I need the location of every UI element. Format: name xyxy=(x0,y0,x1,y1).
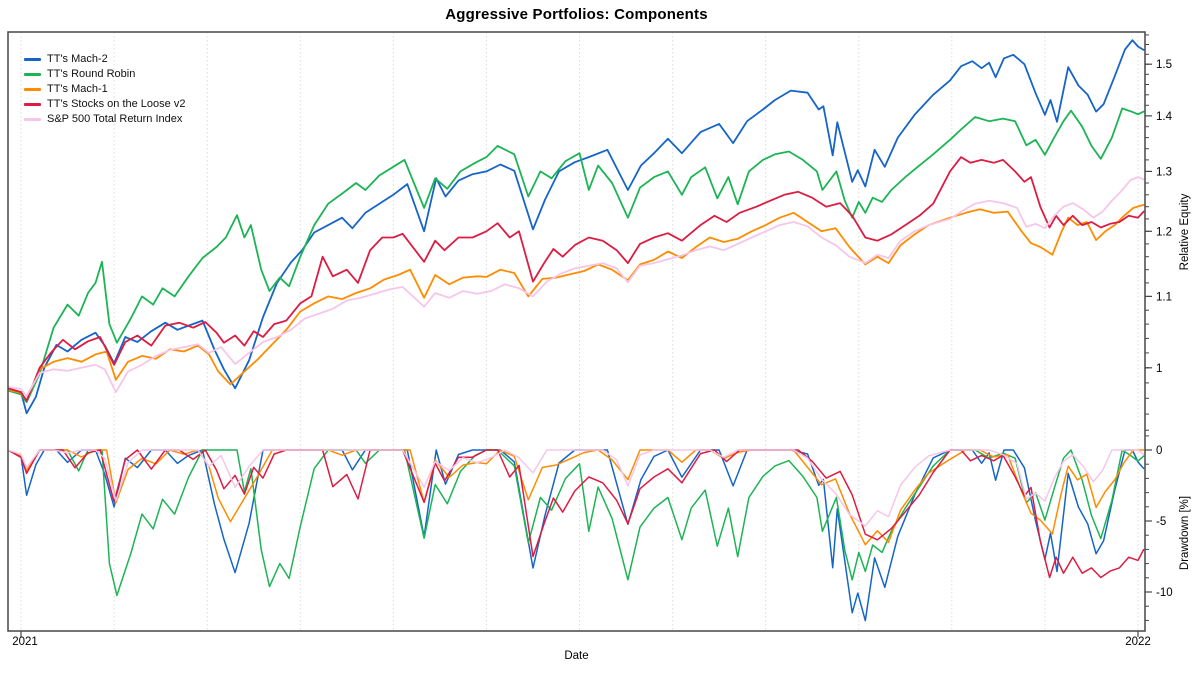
equity-line-TT's Mach-1 xyxy=(8,203,1145,402)
equity-axis-title: Relative Equity xyxy=(1179,193,1191,271)
legend-item-0[interactable]: TT's Mach-2 xyxy=(24,53,185,65)
legend-item-4[interactable]: S&P 500 Total Return Index xyxy=(24,113,185,125)
x-tick-label-end: 2022 xyxy=(1125,636,1151,648)
legend-label: TT's Round Robin xyxy=(47,68,136,80)
legend-line-swatch xyxy=(24,117,41,121)
x-axis-title: Date xyxy=(564,650,589,662)
legend: TT's Mach-2 TT's Round Robin TT's Mach-1 TT… xyxy=(24,53,185,125)
x-tick-label-start: 2021 xyxy=(12,636,38,648)
legend-item-3[interactable]: TT's Stocks on the Loose v2 xyxy=(24,98,185,110)
legend-item-1[interactable]: TT's Round Robin xyxy=(24,68,185,80)
legend-label: TT's Mach-2 xyxy=(47,53,108,65)
drawdown-line-S&P 500 Total Return Index xyxy=(8,449,1145,527)
drawdown-line-TT's Round Robin xyxy=(8,449,1145,597)
equity-line-TT's Stocks on the Loose v2 xyxy=(8,156,1145,402)
chart-title: Aggressive Portfolios: Components xyxy=(445,6,708,23)
drawdown-axis-title: Drawdown [%] xyxy=(1179,495,1191,571)
drawdown-tick-label: -5 xyxy=(1156,516,1166,528)
equity-tick-label: 1 xyxy=(1156,363,1162,375)
drawdown-line-TT's Mach-2 xyxy=(8,449,1145,622)
drawdown-tick-label: -10 xyxy=(1156,587,1173,599)
legend-label: TT's Stocks on the Loose v2 xyxy=(47,98,186,110)
plot-border xyxy=(7,31,1146,632)
equity-line-S&P 500 Total Return Index xyxy=(8,176,1145,397)
equity-tick-label: 1.5 xyxy=(1156,59,1172,71)
equity-tick-label: 1.3 xyxy=(1156,166,1172,178)
legend-line-swatch xyxy=(24,102,41,106)
equity-tick-label: 1.4 xyxy=(1156,111,1173,123)
drawdown-line-TT's Mach-1 xyxy=(8,449,1145,546)
legend-label: S&P 500 Total Return Index xyxy=(47,113,183,125)
legend-item-2[interactable]: TT's Mach-1 xyxy=(24,83,185,95)
drawdown-line-TT's Stocks on the Loose v2 xyxy=(8,449,1145,579)
legend-line-swatch xyxy=(24,87,41,91)
drawdown-tick-label: 0 xyxy=(1156,445,1162,457)
legend-line-swatch xyxy=(24,57,41,61)
equity-line-TT's Round Robin xyxy=(8,107,1145,404)
equity-tick-label: 1.1 xyxy=(1156,291,1172,303)
equity-tick-label: 1.2 xyxy=(1156,226,1172,238)
legend-line-swatch xyxy=(24,72,41,76)
legend-label: TT's Mach-1 xyxy=(47,83,108,95)
